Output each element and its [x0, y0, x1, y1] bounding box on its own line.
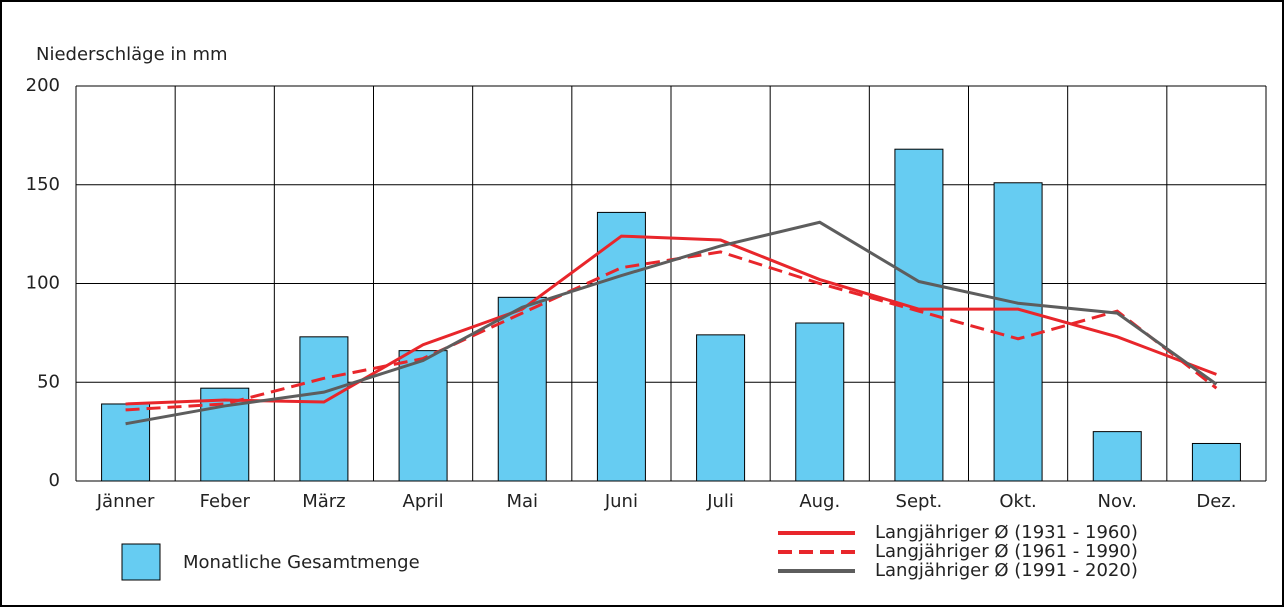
- x-tick-label: März: [302, 491, 345, 512]
- x-tick-label: Dez.: [1196, 491, 1236, 512]
- bar: [398, 350, 448, 482]
- x-tick-label: Feber: [200, 491, 251, 512]
- y-tick-label: 200: [26, 75, 60, 96]
- y-tick-label: 100: [26, 273, 60, 294]
- bar: [101, 403, 151, 482]
- bar: [993, 182, 1043, 482]
- bar: [1191, 442, 1241, 482]
- legend-label: Langjähriger Ø (1991 - 2020): [875, 560, 1138, 581]
- x-tick-label: April: [403, 491, 444, 512]
- x-tick-label: Juni: [604, 491, 638, 512]
- x-tick-label: Nov.: [1098, 491, 1137, 512]
- legend-label: Langjähriger Ø (1961 - 1990): [875, 541, 1138, 562]
- bar: [795, 322, 845, 482]
- y-tick-label: 50: [37, 371, 60, 392]
- line: [125, 220, 1218, 426]
- y-axis-label: Niederschläge in mm: [36, 44, 228, 65]
- bar: [596, 211, 646, 482]
- legend-label: Monatliche Gesamtmenge: [183, 552, 420, 573]
- legend-label: Langjähriger Ø (1931 - 1960): [875, 522, 1138, 543]
- y-tick-label: 150: [26, 174, 60, 195]
- x-tick-label: Okt.: [999, 491, 1036, 512]
- line: [125, 234, 1217, 406]
- legend-swatch: [121, 543, 161, 581]
- x-tick-label: Mai: [506, 491, 538, 512]
- x-tick-label: Aug.: [799, 491, 840, 512]
- bar: [1092, 431, 1142, 482]
- x-tick-label: Jänner: [96, 491, 155, 512]
- bar: [299, 336, 349, 482]
- y-tick-label: 0: [49, 470, 60, 491]
- x-tick-label: Sept.: [896, 491, 943, 512]
- bar: [497, 296, 547, 482]
- bar: [696, 334, 746, 482]
- x-tick-label: Juli: [706, 491, 734, 512]
